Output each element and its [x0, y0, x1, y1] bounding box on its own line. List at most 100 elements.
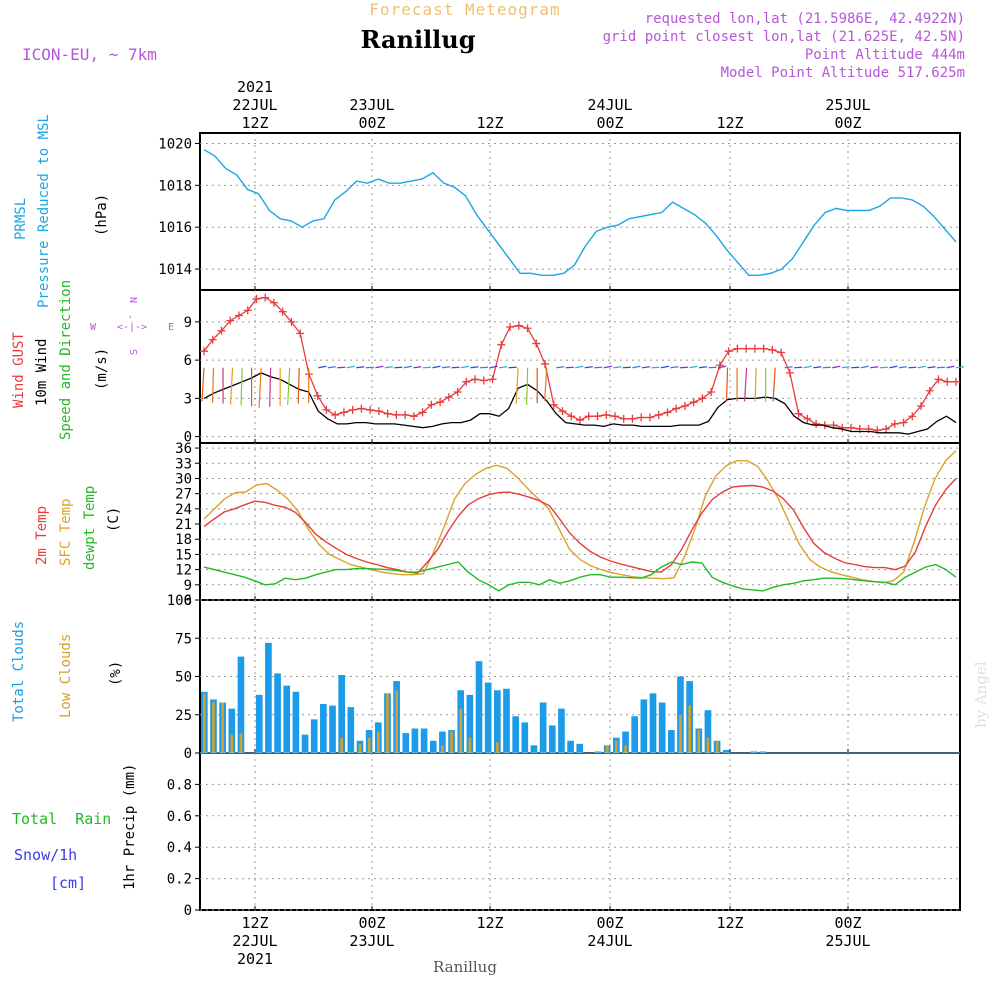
gust-marker	[567, 412, 576, 421]
gust-marker	[418, 408, 427, 417]
total-cloud-bar	[704, 710, 712, 753]
wind-arrow	[229, 367, 234, 405]
wind-arrow	[489, 365, 498, 369]
wind-arrow	[927, 366, 936, 369]
gust-marker	[619, 414, 628, 423]
total-cloud-bar	[237, 656, 245, 753]
low-cloud-bar	[450, 731, 453, 753]
total-cloud-bar	[722, 749, 730, 753]
gust-marker	[558, 407, 567, 416]
pressure-ytick-label: 1016	[158, 220, 192, 236]
temp-ytick-label: 33	[175, 456, 192, 472]
svg-text:-: -	[125, 314, 136, 320]
wind-arrow	[851, 366, 860, 369]
total-cloud-bar	[310, 719, 318, 753]
wind-arrow	[632, 365, 641, 369]
wind-arrow	[898, 366, 907, 369]
total-cloud-bar	[631, 716, 639, 753]
wind-ytick-label: 3	[184, 391, 192, 407]
model-altitude: Model Point Altitude 517.625m	[721, 65, 965, 81]
gust-marker	[523, 324, 532, 333]
wind-arrow	[318, 365, 327, 369]
pressure-panel-labels: PRMSL Pressure Reduced to MSL (hPa)	[13, 114, 110, 308]
gust-marker	[637, 413, 646, 422]
total-cloud-bar	[228, 708, 236, 753]
pressure-ytick-label: 1018	[158, 178, 192, 194]
low-cloud-bar	[615, 740, 618, 753]
gust-marker	[689, 398, 698, 407]
gust-marker	[488, 375, 497, 384]
gust-marker	[278, 307, 287, 316]
total-cloud-bar	[439, 731, 446, 753]
wind10m-label: 10m Wind	[34, 339, 50, 406]
top-hour-label: 00Z	[596, 114, 623, 132]
wind-arrow	[515, 367, 519, 404]
wind-arrow	[679, 366, 688, 369]
gust-marker	[943, 377, 952, 386]
wind-arrow	[441, 366, 451, 369]
prmsl-label: PRMSL	[13, 198, 29, 240]
gust-marker	[506, 322, 515, 331]
gust-marker	[296, 329, 305, 338]
bottom-hour-label: 12Z	[716, 914, 743, 932]
total-cloud-bar	[594, 751, 602, 753]
total-cloud-bar	[466, 694, 474, 753]
total-cloud-bar	[484, 682, 492, 753]
wind-arrow	[832, 365, 841, 369]
gust-marker	[453, 388, 462, 396]
wind-arrow	[603, 365, 612, 369]
low-cloud-bar	[395, 690, 398, 753]
total-cloud-bar	[750, 751, 758, 753]
total-cloud-bar	[494, 690, 501, 753]
wind-arrow	[384, 366, 393, 369]
total-cloud-bar	[667, 730, 675, 753]
wind-arrow	[879, 366, 888, 369]
gust-marker	[243, 306, 252, 315]
wind-gust-label: Wind GUST	[11, 332, 27, 408]
compass-icon: N - S W E <-|->	[90, 297, 174, 355]
gust-marker	[584, 412, 593, 421]
wind-arrow	[413, 366, 422, 369]
gust-marker	[348, 405, 357, 414]
top-hour-label: 12Z	[241, 114, 268, 132]
gust-marker	[785, 368, 794, 377]
bottom-day-label: 23JUL	[349, 932, 394, 950]
wind-arrow	[375, 365, 384, 369]
wind-arrow	[908, 366, 917, 369]
temp-ytick-label: 15	[175, 547, 192, 563]
wind-arrow	[575, 365, 584, 369]
total-cloud-bar	[255, 694, 263, 753]
precip-axis-label: 1hr Precip (mm)	[122, 764, 138, 890]
wind-unit-label: (m/s)	[94, 348, 110, 390]
low-cloud-bar	[605, 745, 609, 753]
t2m-label: 2m Temp	[34, 506, 50, 565]
gust-marker	[724, 347, 733, 356]
gust-marker	[698, 394, 707, 403]
gust-marker	[497, 340, 506, 349]
low-cloud-bar	[376, 731, 380, 753]
wind-arrow	[660, 365, 670, 369]
gust-marker	[471, 375, 480, 384]
cloud-ytick-label: 75	[175, 631, 192, 647]
precip-ytick-label: 0	[184, 903, 192, 919]
gust-marker	[917, 402, 926, 411]
total-cloud-bar	[429, 740, 437, 753]
gust-marker	[287, 317, 296, 326]
gust-marker	[610, 412, 619, 421]
wind-arrow	[403, 365, 413, 369]
total-rain-label: Total Rain	[12, 810, 111, 828]
gust-marker	[383, 409, 392, 418]
cloud-ytick-label: 50	[175, 670, 192, 686]
point-altitude: Point Altitude 444m	[805, 47, 965, 63]
wind-arrow	[917, 365, 927, 369]
total-cloud-bar	[558, 708, 565, 753]
gust-marker	[234, 311, 243, 320]
dewpt-line	[203, 561, 957, 592]
total-cloud-bar	[338, 674, 346, 753]
total-cloud-bar	[576, 743, 584, 753]
gust-marker	[890, 419, 899, 428]
temp-ytick-label: 12	[175, 563, 192, 579]
wind-arrow	[565, 366, 574, 369]
total-cloud-bar	[567, 740, 574, 753]
